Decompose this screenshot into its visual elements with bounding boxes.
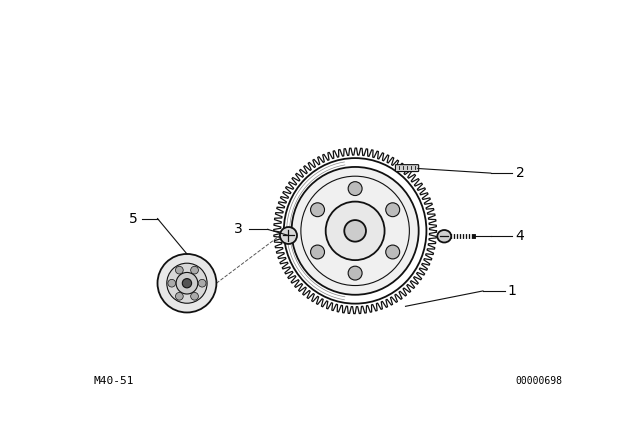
FancyBboxPatch shape [396, 165, 419, 172]
Ellipse shape [292, 167, 419, 295]
Text: 2: 2 [516, 166, 524, 180]
Ellipse shape [198, 280, 206, 287]
Text: 5: 5 [129, 211, 138, 225]
Ellipse shape [348, 266, 362, 280]
Text: 3: 3 [234, 222, 243, 237]
Ellipse shape [191, 293, 198, 300]
Ellipse shape [310, 245, 324, 259]
Text: 4: 4 [516, 229, 524, 243]
Ellipse shape [175, 293, 183, 300]
Ellipse shape [191, 266, 198, 274]
Text: 1: 1 [508, 284, 516, 298]
Ellipse shape [176, 272, 198, 294]
Ellipse shape [437, 230, 451, 242]
Ellipse shape [167, 263, 207, 303]
Ellipse shape [157, 254, 216, 313]
Text: M40-51: M40-51 [94, 376, 134, 386]
Ellipse shape [182, 279, 191, 288]
Ellipse shape [310, 203, 324, 217]
Text: 00000698: 00000698 [515, 376, 562, 386]
Ellipse shape [175, 266, 183, 274]
Ellipse shape [326, 202, 385, 260]
Ellipse shape [348, 182, 362, 195]
Ellipse shape [386, 245, 400, 259]
Ellipse shape [280, 227, 297, 244]
Ellipse shape [168, 280, 175, 287]
Ellipse shape [386, 203, 400, 217]
Ellipse shape [344, 220, 366, 241]
